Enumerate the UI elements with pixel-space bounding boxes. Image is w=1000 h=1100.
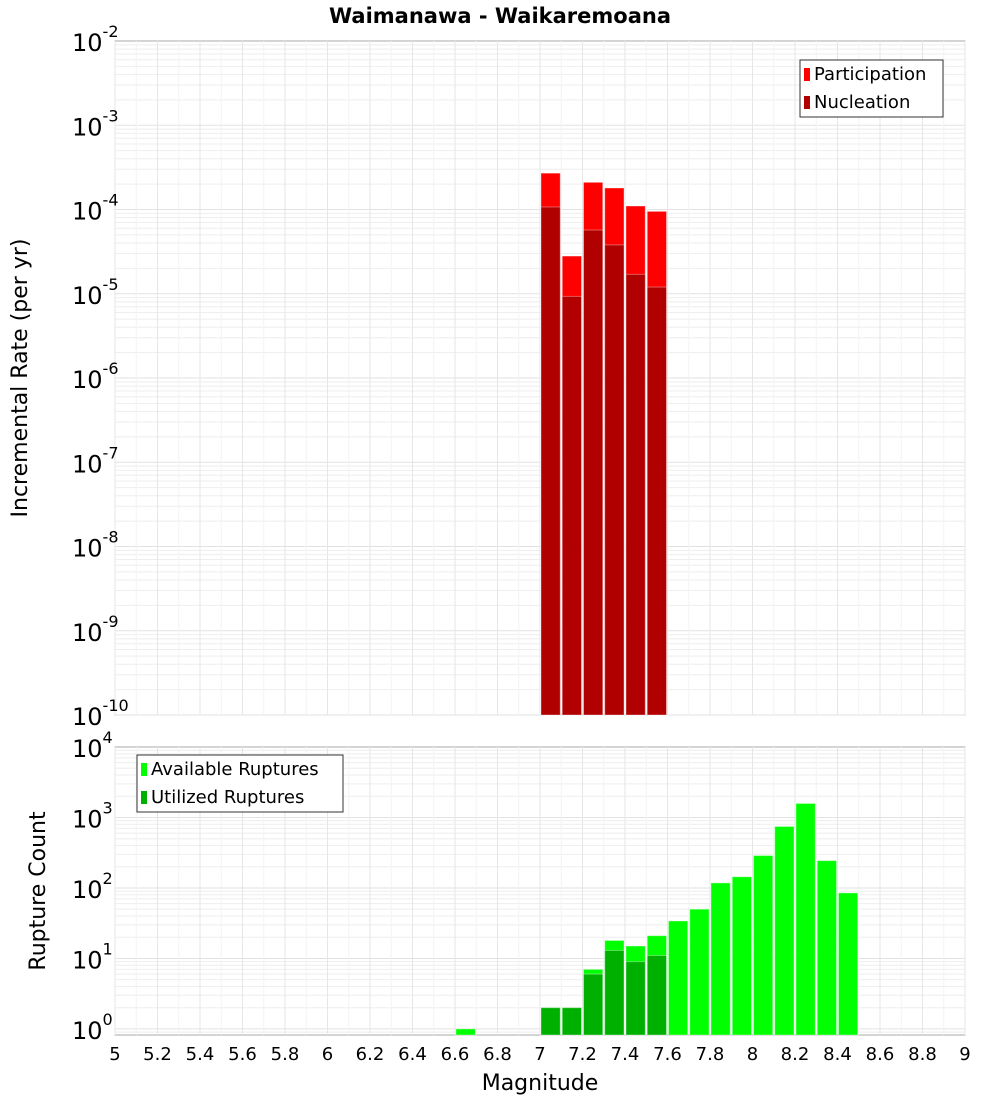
bar-nucleation bbox=[604, 244, 625, 716]
top-y-axis-label: Incremental Rate (per yr) bbox=[8, 239, 33, 518]
y-tick-label: 101 bbox=[72, 939, 113, 974]
x-tick-label: 5.4 bbox=[186, 1044, 215, 1065]
y-tick-exponent: -2 bbox=[103, 22, 119, 41]
legend-label: Available Ruptures bbox=[151, 759, 319, 780]
legend-label: Nucleation bbox=[814, 92, 910, 113]
legend bbox=[799, 59, 944, 118]
y-tick-exponent: 4 bbox=[103, 728, 113, 747]
legend-swatch bbox=[804, 96, 810, 109]
legend bbox=[136, 754, 344, 813]
bar-nucleation bbox=[583, 229, 604, 716]
x-tick-label: 6.2 bbox=[356, 1044, 385, 1065]
bar-available-ruptures bbox=[668, 920, 689, 1036]
x-tick-label: 8.8 bbox=[908, 1044, 937, 1065]
y-tick-exponent: -3 bbox=[103, 106, 119, 125]
bar-nucleation bbox=[646, 286, 667, 716]
y-tick-exponent: -10 bbox=[103, 696, 129, 715]
x-tick-label: 5.8 bbox=[271, 1044, 300, 1065]
x-tick-label: 9 bbox=[959, 1044, 970, 1065]
bar-nucleation bbox=[561, 295, 582, 716]
y-tick-exponent: -8 bbox=[103, 528, 119, 547]
x-tick-label: 7.8 bbox=[696, 1044, 725, 1065]
y-tick-exponent: -5 bbox=[103, 275, 119, 294]
x-tick-label: 5.2 bbox=[143, 1044, 172, 1065]
y-tick-label: 102 bbox=[72, 869, 113, 904]
bar-utilized-ruptures bbox=[583, 973, 604, 1036]
bar-available-ruptures bbox=[753, 855, 774, 1036]
y-tick-label: 10-2 bbox=[72, 22, 119, 57]
x-tick-label: 6.6 bbox=[441, 1044, 470, 1065]
y-tick-label: 10-7 bbox=[72, 443, 119, 478]
y-tick-label: 10-5 bbox=[72, 275, 119, 310]
bar-utilized-ruptures bbox=[604, 949, 625, 1036]
y-tick-label: 104 bbox=[72, 728, 113, 763]
bar-available-ruptures bbox=[731, 876, 752, 1036]
bar-nucleation bbox=[625, 273, 646, 716]
x-tick-label: 7.6 bbox=[653, 1044, 682, 1065]
y-tick-label: 10-8 bbox=[72, 528, 119, 563]
y-tick-exponent: -7 bbox=[103, 443, 119, 462]
y-tick-exponent: 2 bbox=[103, 869, 113, 888]
y-tick-label: 10-6 bbox=[72, 359, 119, 394]
bar-available-ruptures bbox=[838, 892, 859, 1036]
x-tick-label: 8.4 bbox=[823, 1044, 852, 1065]
bar-nucleation bbox=[540, 206, 561, 716]
legend-label: Utilized Ruptures bbox=[151, 787, 304, 808]
x-tick-label: 5 bbox=[109, 1044, 120, 1065]
bar-available-ruptures bbox=[455, 1028, 476, 1036]
x-tick-label: 6.4 bbox=[398, 1044, 427, 1065]
y-tick-label: 10-4 bbox=[72, 191, 119, 226]
x-tick-label: 8 bbox=[747, 1044, 758, 1065]
y-tick-label: 10-3 bbox=[72, 106, 119, 141]
legend-swatch bbox=[804, 68, 810, 81]
x-tick-label: 6.8 bbox=[483, 1044, 512, 1065]
legend-label: Participation bbox=[814, 64, 926, 85]
x-tick-label: 8.6 bbox=[866, 1044, 895, 1065]
x-tick-label: 7 bbox=[534, 1044, 545, 1065]
x-tick-label: 8.2 bbox=[781, 1044, 810, 1065]
y-tick-label: 10-9 bbox=[72, 612, 119, 647]
bar-utilized-ruptures bbox=[625, 961, 646, 1036]
x-tick-label: 5.6 bbox=[228, 1044, 257, 1065]
legend-swatch bbox=[141, 763, 147, 776]
y-tick-label: 10-10 bbox=[72, 696, 129, 731]
bar-utilized-ruptures bbox=[646, 955, 667, 1036]
bar-available-ruptures bbox=[795, 802, 816, 1036]
x-axis-label: Magnitude bbox=[482, 1071, 599, 1096]
x-tick-label: 6 bbox=[322, 1044, 333, 1065]
bar-available-ruptures bbox=[710, 882, 731, 1036]
bar-utilized-ruptures bbox=[561, 1007, 582, 1036]
bar-available-ruptures bbox=[689, 908, 710, 1036]
chart-title: Waimanawa - Waikaremoana bbox=[329, 4, 671, 28]
bottom-y-axis-label: Rupture Count bbox=[26, 811, 51, 971]
bar-available-ruptures bbox=[774, 825, 795, 1036]
bar-available-ruptures bbox=[816, 860, 837, 1036]
y-tick-exponent: 1 bbox=[103, 939, 113, 958]
y-tick-exponent: 3 bbox=[103, 798, 113, 817]
y-tick-exponent: -9 bbox=[103, 612, 119, 631]
y-tick-label: 103 bbox=[72, 798, 113, 833]
y-tick-exponent: -6 bbox=[103, 359, 119, 378]
y-tick-exponent: 0 bbox=[103, 1010, 113, 1029]
x-tick-label: 7.2 bbox=[568, 1044, 597, 1065]
y-tick-label: 100 bbox=[72, 1010, 113, 1045]
x-tick-label: 7.4 bbox=[611, 1044, 640, 1065]
bar-utilized-ruptures bbox=[540, 1007, 561, 1036]
y-tick-exponent: -4 bbox=[103, 191, 119, 210]
legend-swatch bbox=[141, 791, 147, 804]
